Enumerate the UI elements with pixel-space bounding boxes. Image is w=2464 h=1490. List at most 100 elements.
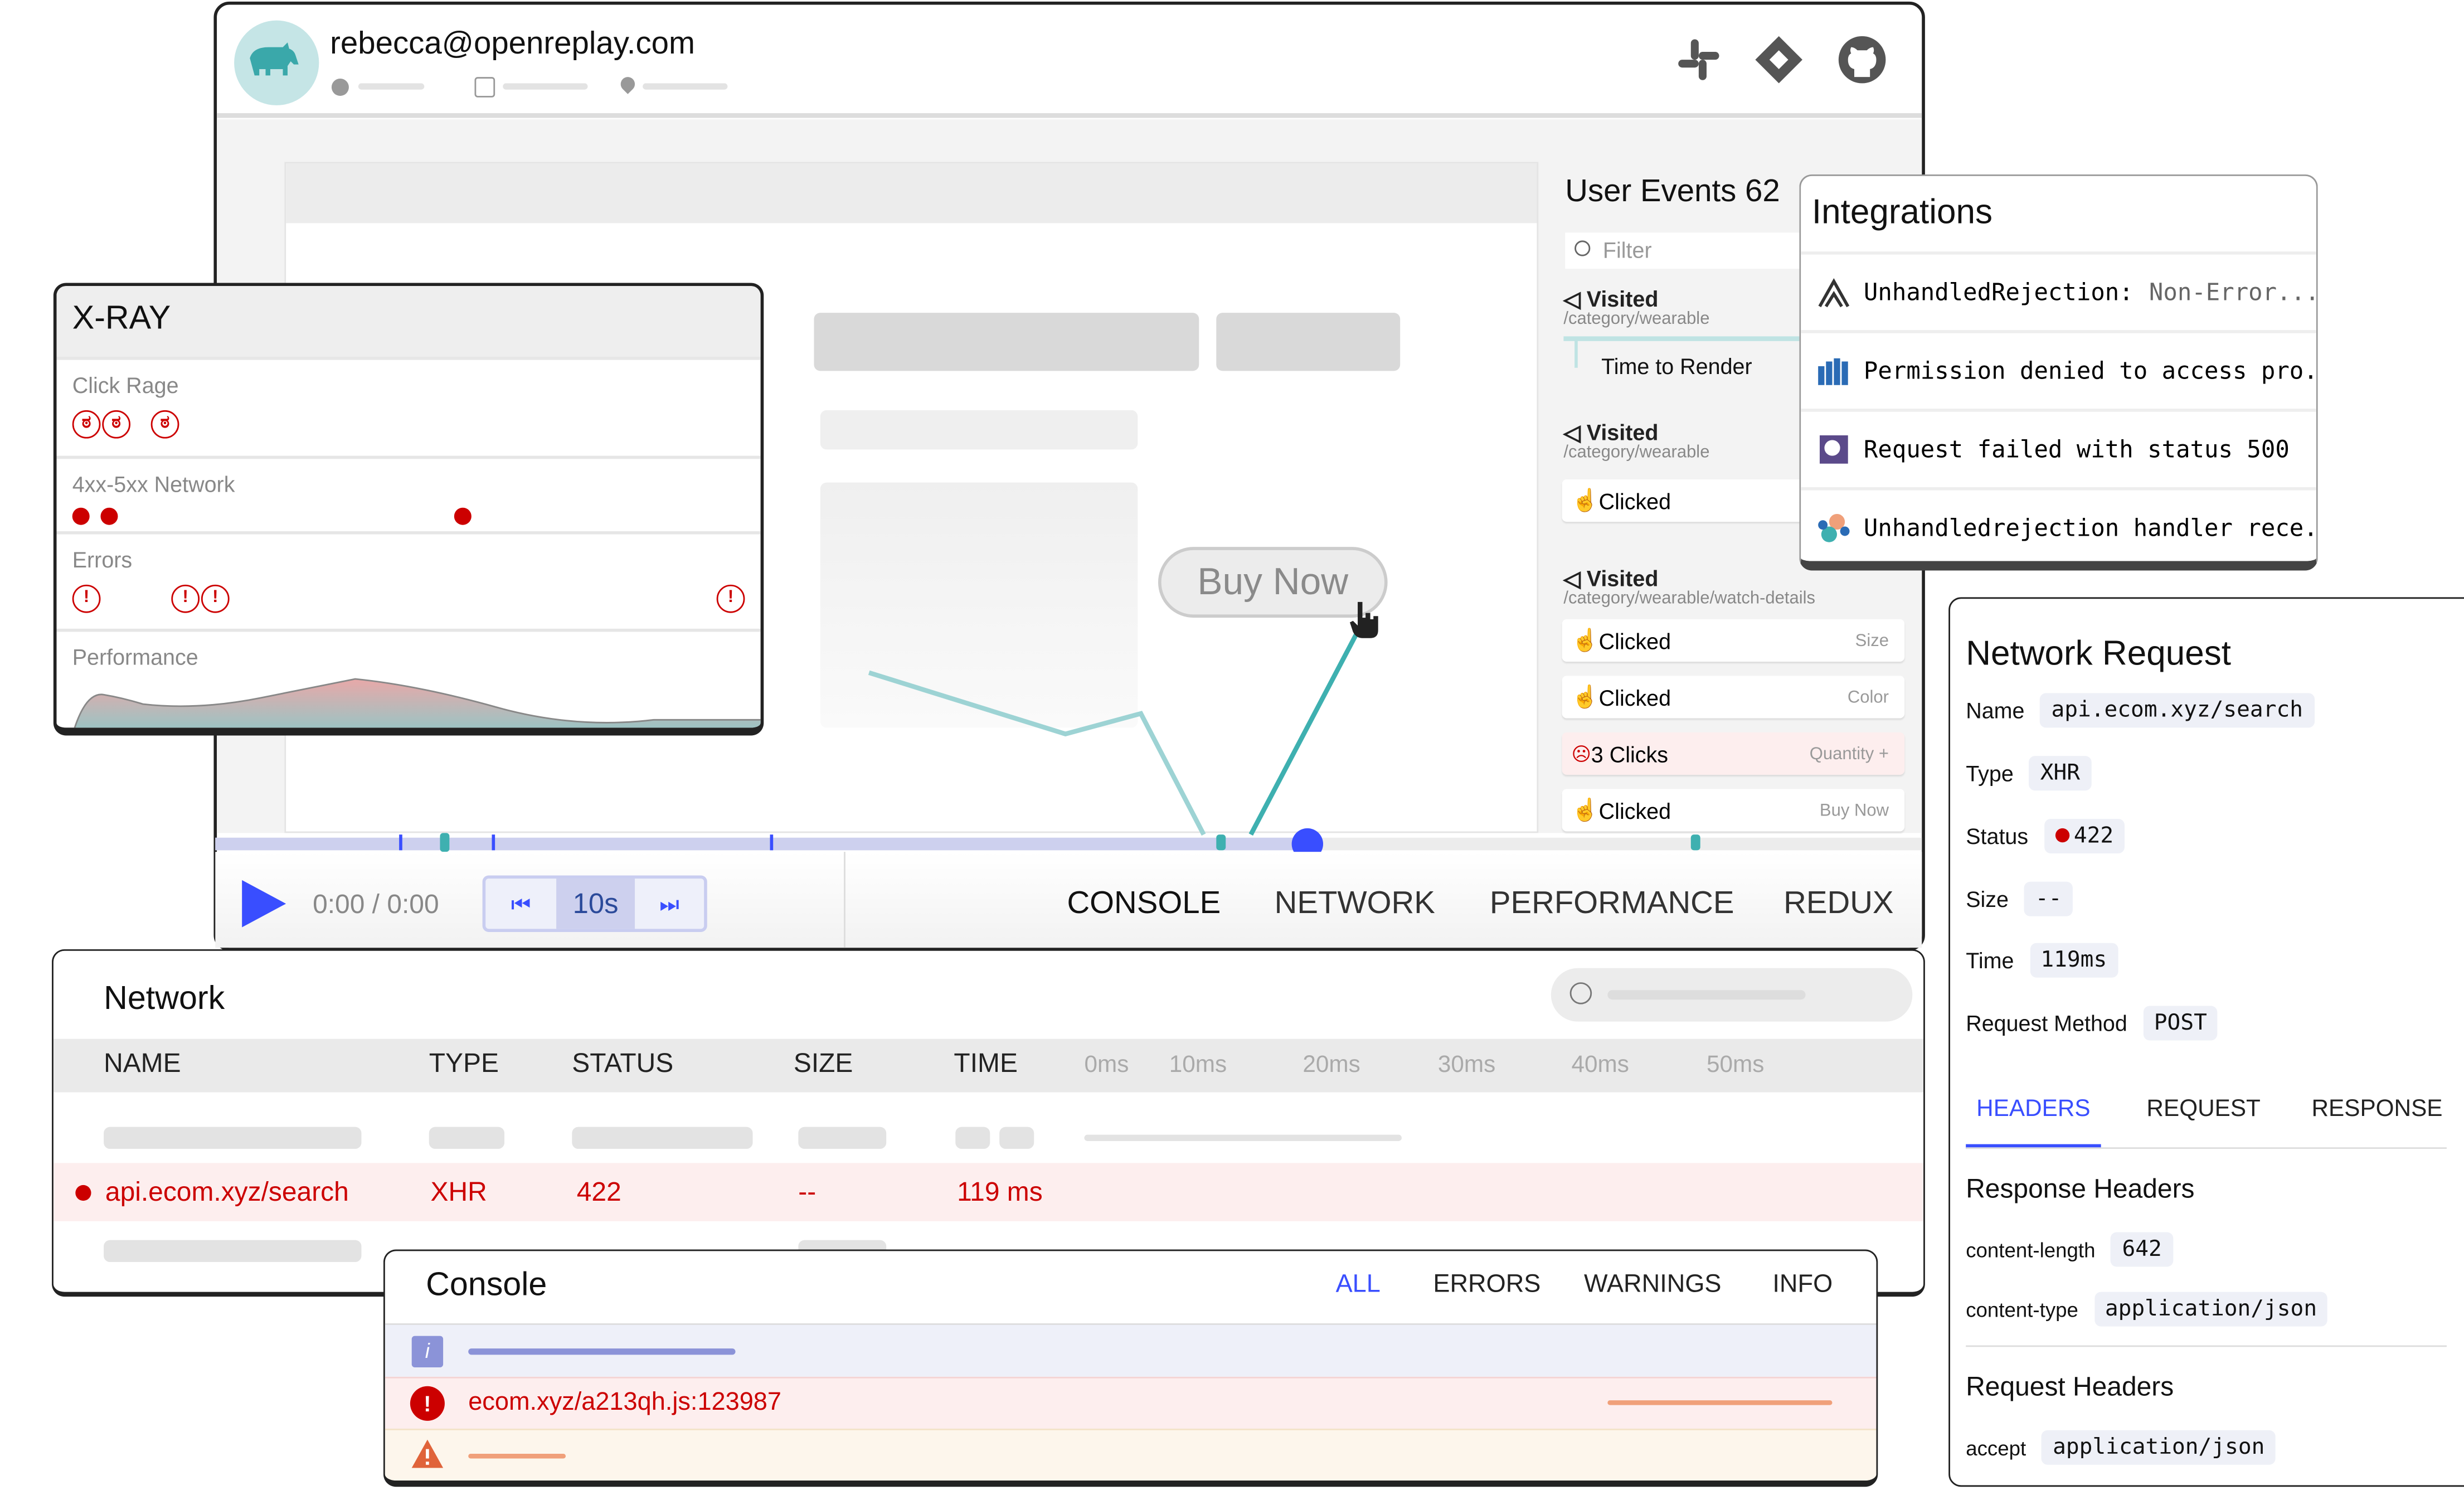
event-clicked[interactable]: ☝ Clicked Size bbox=[1562, 619, 1905, 662]
column-status[interactable]: STATUS bbox=[572, 1048, 674, 1079]
network-error-marker[interactable] bbox=[72, 507, 90, 525]
timeline-scrubber[interactable] bbox=[215, 837, 1922, 851]
datadog-icon bbox=[1819, 435, 1848, 464]
integration-text: Permission denied to access pro... bbox=[1863, 357, 2318, 385]
tab-redux[interactable]: REDUX bbox=[1783, 886, 1894, 921]
tabs-divider bbox=[1966, 1147, 2447, 1149]
header-value: 642 bbox=[2111, 1232, 2173, 1267]
header-label: content-length bbox=[1966, 1237, 2096, 1261]
jira-icon[interactable] bbox=[1754, 35, 1804, 85]
tab-headers[interactable]: HEADERS bbox=[1966, 1095, 2101, 1149]
error-icon: ! bbox=[410, 1386, 445, 1421]
column-time[interactable]: TIME bbox=[954, 1048, 1018, 1079]
event-visited[interactable]: ◁ Visited bbox=[1563, 419, 1659, 445]
event-detail: Size bbox=[1855, 631, 1889, 650]
xray-header: X-RAY bbox=[56, 286, 761, 357]
integration-item[interactable]: Request failed with status 500 bbox=[1801, 409, 2316, 487]
bugsnag-icon bbox=[1818, 358, 1848, 385]
integration-text-muted: Non-Error... bbox=[2149, 278, 2318, 307]
error-icon[interactable]: ! bbox=[716, 584, 745, 613]
console-tab-warnings[interactable]: WARNINGS bbox=[1584, 1271, 1722, 1298]
skip-back-button[interactable]: ⏮ bbox=[511, 891, 531, 916]
timeline-marker bbox=[399, 834, 402, 851]
network-row-error[interactable]: api.ecom.xyz/search XHR 422 -- 119 ms bbox=[53, 1163, 1924, 1221]
error-icon[interactable]: ! bbox=[171, 584, 200, 613]
timeline-event-marker[interactable] bbox=[1216, 834, 1226, 851]
event-clicked[interactable]: ☝ Clicked Buy Now bbox=[1562, 789, 1905, 832]
event-visited[interactable]: ◁ Visited bbox=[1563, 286, 1659, 312]
angry-face-icon[interactable]: ಠ bbox=[150, 410, 179, 439]
field-value: POST bbox=[2143, 1006, 2218, 1041]
tab-response[interactable]: RESPONSE bbox=[2311, 1095, 2443, 1123]
error-icon[interactable]: ! bbox=[72, 584, 101, 613]
angry-face-icon[interactable]: ಠ bbox=[72, 410, 101, 439]
section-label: Errors bbox=[72, 547, 133, 572]
tab-network[interactable]: NETWORK bbox=[1274, 886, 1435, 921]
browser-icon bbox=[474, 77, 495, 98]
integration-item[interactable]: UnhandledRejection: Non-Error... bbox=[1801, 251, 2316, 330]
tab-console[interactable]: CONSOLE bbox=[1067, 886, 1221, 921]
network-error-marker[interactable] bbox=[454, 507, 472, 525]
hand-icon: ☝ bbox=[1571, 683, 1599, 709]
skip-interval[interactable]: 10s bbox=[556, 879, 635, 929]
header-row: content-length 642 bbox=[1966, 1232, 2173, 1267]
skip-forward-button[interactable]: ⏭ bbox=[659, 891, 679, 916]
waterfall-tick: 20ms bbox=[1303, 1051, 1360, 1079]
timeline-event-marker[interactable] bbox=[1690, 834, 1700, 851]
waterfall-tick: 40ms bbox=[1571, 1051, 1629, 1079]
event-type: Clicked bbox=[1598, 628, 1671, 653]
network-error-marker[interactable] bbox=[100, 507, 118, 525]
event-click-rage[interactable]: ☹ 3 Clicks Quantity + bbox=[1562, 732, 1905, 775]
controls-divider bbox=[844, 852, 845, 948]
console-tab-info[interactable]: INFO bbox=[1772, 1271, 1833, 1298]
header-row: content-type application/json bbox=[1966, 1292, 2328, 1327]
event-type: Visited bbox=[1586, 286, 1659, 312]
angry-face-icon[interactable]: ಠ bbox=[102, 410, 131, 439]
console-tab-all[interactable]: ALL bbox=[1335, 1271, 1381, 1298]
hand-icon: ☝ bbox=[1571, 487, 1599, 513]
console-title: Console bbox=[426, 1266, 547, 1303]
slack-icon[interactable] bbox=[1675, 36, 1723, 84]
avatar[interactable] bbox=[234, 20, 319, 105]
field-label: Type bbox=[1966, 760, 2014, 786]
event-detail: Quantity + bbox=[1809, 744, 1889, 763]
render-connector bbox=[1574, 339, 1578, 368]
github-icon[interactable] bbox=[1837, 35, 1887, 85]
column-name[interactable]: NAME bbox=[104, 1048, 181, 1079]
integrations-panel: Integrations UnhandledRejection: Non-Erro… bbox=[1799, 174, 2318, 571]
section-label: Performance bbox=[72, 644, 198, 670]
field-value: 422 bbox=[2044, 818, 2125, 853]
field-value: api.ecom.xyz/search bbox=[2040, 693, 2314, 728]
playback-time: 0:00 / 0:00 bbox=[313, 889, 439, 920]
play-button[interactable] bbox=[239, 879, 289, 929]
clock-icon bbox=[331, 78, 349, 96]
network-search-input[interactable] bbox=[1551, 968, 1913, 1022]
error-icon[interactable]: ! bbox=[201, 584, 230, 613]
timeline-event-marker[interactable] bbox=[440, 833, 450, 852]
error-dot bbox=[75, 1185, 91, 1201]
buy-now-button[interactable]: Buy Now bbox=[1158, 547, 1388, 618]
column-type[interactable]: TYPE bbox=[429, 1048, 499, 1079]
console-tab-errors[interactable]: ERRORS bbox=[1433, 1271, 1541, 1298]
skip-control: ⏮ 10s ⏭ bbox=[482, 875, 707, 932]
field-label: Time bbox=[1966, 948, 2014, 973]
console-error-text: ecom.xyz/a213qh.js:123987 bbox=[468, 1389, 781, 1416]
performance-chart bbox=[74, 678, 761, 728]
column-size[interactable]: SIZE bbox=[793, 1048, 853, 1079]
session-header: rebecca@openreplay.com bbox=[217, 4, 1922, 118]
waterfall-tick: 0ms bbox=[1084, 1051, 1129, 1079]
tab-request[interactable]: REQUEST bbox=[2146, 1095, 2261, 1123]
integration-item[interactable]: Unhandledrejection handler rece.. bbox=[1801, 487, 2316, 561]
console-row-error[interactable]: ! ecom.xyz/a213qh.js:123987 bbox=[385, 1376, 1877, 1429]
tab-performance[interactable]: PERFORMANCE bbox=[1489, 886, 1734, 921]
elastic-icon bbox=[1818, 513, 1850, 542]
xray-title: X-RAY bbox=[72, 300, 171, 337]
event-clicked[interactable]: ☝ Clicked Color bbox=[1562, 676, 1905, 719]
network-request-panel: Network Request Name api.ecom.xyz/search … bbox=[1948, 597, 2464, 1487]
console-row-warning[interactable] bbox=[385, 1428, 1877, 1481]
event-type: Clicked bbox=[1598, 488, 1671, 513]
integration-item[interactable]: Permission denied to access pro... bbox=[1801, 330, 2316, 409]
user-email: rebecca@openreplay.com bbox=[330, 26, 696, 61]
event-visited[interactable]: ◁ Visited bbox=[1563, 566, 1659, 591]
console-row-info[interactable]: i bbox=[385, 1323, 1877, 1377]
